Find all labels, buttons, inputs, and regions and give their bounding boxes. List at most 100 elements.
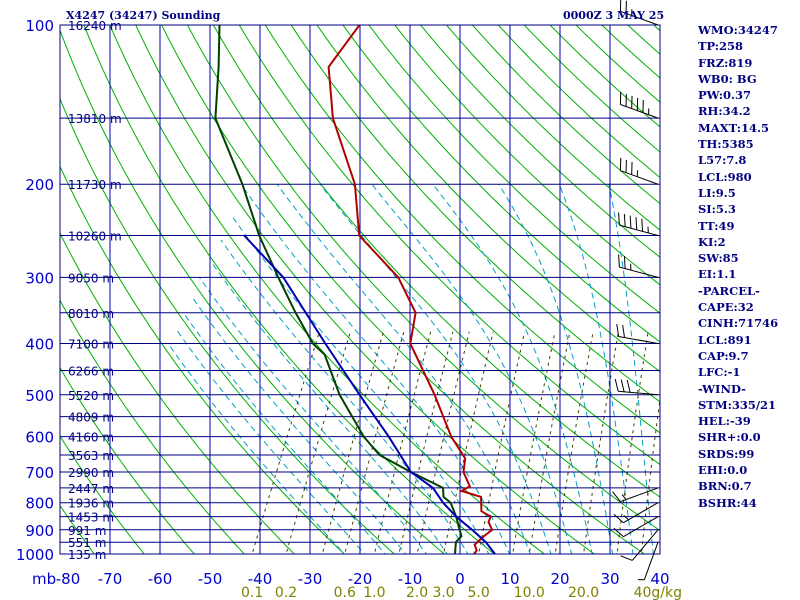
wind-barb-flag <box>613 513 624 524</box>
profile-lines <box>214 25 496 554</box>
index-line: SI:5.3 <box>698 202 736 217</box>
mixing-ratio-line <box>285 331 351 554</box>
temperature-tick-label: 0 <box>455 570 465 588</box>
moist-adiabat-line <box>190 295 407 554</box>
dry-adiabat-line <box>161 25 646 554</box>
mixing-ratio-label: 40g/kg <box>634 585 682 600</box>
temperature-tick-label: -50 <box>198 570 223 588</box>
index-line: LI:9.5 <box>698 185 736 200</box>
index-line: TP:258 <box>698 39 744 54</box>
mixing-ratio-label: 20.0 <box>568 585 599 600</box>
wind-barb-flag <box>620 555 633 561</box>
index-line: TH:5385 <box>698 137 754 152</box>
mixing-ratio-label: 0.2 <box>275 585 297 600</box>
height-label: 10260 m <box>68 230 122 244</box>
wind-barb-shaft <box>623 516 659 538</box>
moist-adiabat-line <box>608 184 654 554</box>
wind-barb-flag <box>622 325 626 338</box>
height-label: 13810 m <box>68 112 122 126</box>
moist-adiabat-line <box>432 183 593 554</box>
moist-adiabat-line <box>558 184 634 554</box>
height-label: 16240 m <box>68 19 122 33</box>
height-label: 991 m <box>68 524 106 538</box>
index-line: EI:1.1 <box>698 267 737 282</box>
wind-barb <box>613 516 659 538</box>
index-line: WB0: BG <box>698 71 757 86</box>
temperature-tick-label: -70 <box>98 570 123 588</box>
temperature-tick-label: -30 <box>298 570 323 588</box>
dry-adiabat-line <box>60 28 446 554</box>
wind-barb <box>613 502 659 524</box>
wind-barb-flag <box>620 379 625 392</box>
pressure-tick-label: 400 <box>25 335 54 353</box>
pressure-tick-label: 700 <box>25 464 54 482</box>
mixing-ratio-line <box>583 331 619 554</box>
index-line: STM:335/21 <box>698 397 777 412</box>
index-line: KI:2 <box>698 234 726 249</box>
temperature-tick-label: -20 <box>348 570 373 588</box>
temperature-tick-label: 20 <box>550 570 569 588</box>
temperature-profile <box>327 25 494 554</box>
height-label: 135 m <box>68 548 106 562</box>
height-label: 5520 m <box>68 389 114 403</box>
index-line: CAP:9.7 <box>698 348 749 363</box>
pressure-tick-label: 300 <box>25 269 54 287</box>
wind-barb-flag <box>641 218 644 232</box>
index-line: MAXT:14.5 <box>698 120 769 135</box>
dry-adiabat-line <box>316 25 660 373</box>
mixing-ratio-label: 0.6 <box>334 585 356 600</box>
moist-adiabat-line <box>276 183 531 554</box>
temperature-tick-label: 30 <box>600 570 619 588</box>
mixing-ratio-label: 1.0 <box>363 585 385 600</box>
pressure-tick-label: 100 <box>25 17 54 35</box>
index-line: HEL:-39 <box>698 414 751 429</box>
plot-border <box>59 24 661 555</box>
height-label: 7100 m <box>68 337 114 351</box>
wind-barb-flag <box>613 527 624 538</box>
mixing-ratio-line <box>478 331 526 554</box>
mixing-ratio-line <box>321 331 384 554</box>
dry-adiabat-line <box>60 165 346 554</box>
pressure-tick-label: 500 <box>25 387 54 405</box>
index-line: -WIND- <box>698 381 746 396</box>
height-label: 551 m <box>68 536 106 550</box>
height-label: 2990 m <box>68 466 114 480</box>
moist-adiabat-line <box>498 183 614 554</box>
dry-adiabat-line <box>60 366 195 554</box>
wind-barb-flag <box>635 217 638 230</box>
moist-adiabat-line <box>319 183 552 554</box>
height-label: 4160 m <box>68 431 114 445</box>
dry-adiabat-line <box>342 25 660 343</box>
pressure-tick-label: 1000 <box>16 546 54 564</box>
dry-adiabat-line <box>212 25 660 498</box>
wind-barb <box>620 529 659 561</box>
wind-barb-shaft <box>643 542 659 580</box>
wind-barb-flag <box>612 491 621 502</box>
wind-barb-flag <box>623 214 626 227</box>
wind-barb-shaft <box>623 502 659 524</box>
wind-barb-flag <box>623 255 626 269</box>
wind-barb-flag <box>629 215 632 229</box>
dry-adiabat-line <box>238 25 660 466</box>
height-label: 6266 m <box>68 365 114 379</box>
y-axis-label: mb <box>32 570 56 588</box>
chart-title: X4247 (34247) Sounding <box>66 9 221 22</box>
height-labels: 16240 m 13810 m 11730 m 10260 m 9050 m 8010 m… <box>68 19 122 562</box>
grid-lines <box>60 25 660 554</box>
mixing-ratio-label: 5.0 <box>467 585 489 600</box>
wind-barb <box>637 542 659 581</box>
wind-barb-shaft <box>619 266 659 278</box>
wind-barb-shaft <box>631 529 659 561</box>
mixing-ratio-line <box>344 331 405 554</box>
height-label: 4809 m <box>68 411 114 425</box>
wind-barb-shaft <box>618 336 659 344</box>
index-line: PW:0.37 <box>698 88 752 103</box>
wind-barb-flag <box>623 515 629 521</box>
index-line: EHI:0.0 <box>698 463 748 478</box>
temperature-tick-label: 40 <box>650 570 669 588</box>
dry-adiabat-line <box>60 232 296 554</box>
valid-time: 0000Z 3 MAY 25 <box>563 9 665 22</box>
wind-barb-flag <box>618 254 620 268</box>
mixing-ratio-label: 10.0 <box>514 585 545 600</box>
wind-barb <box>619 91 659 119</box>
